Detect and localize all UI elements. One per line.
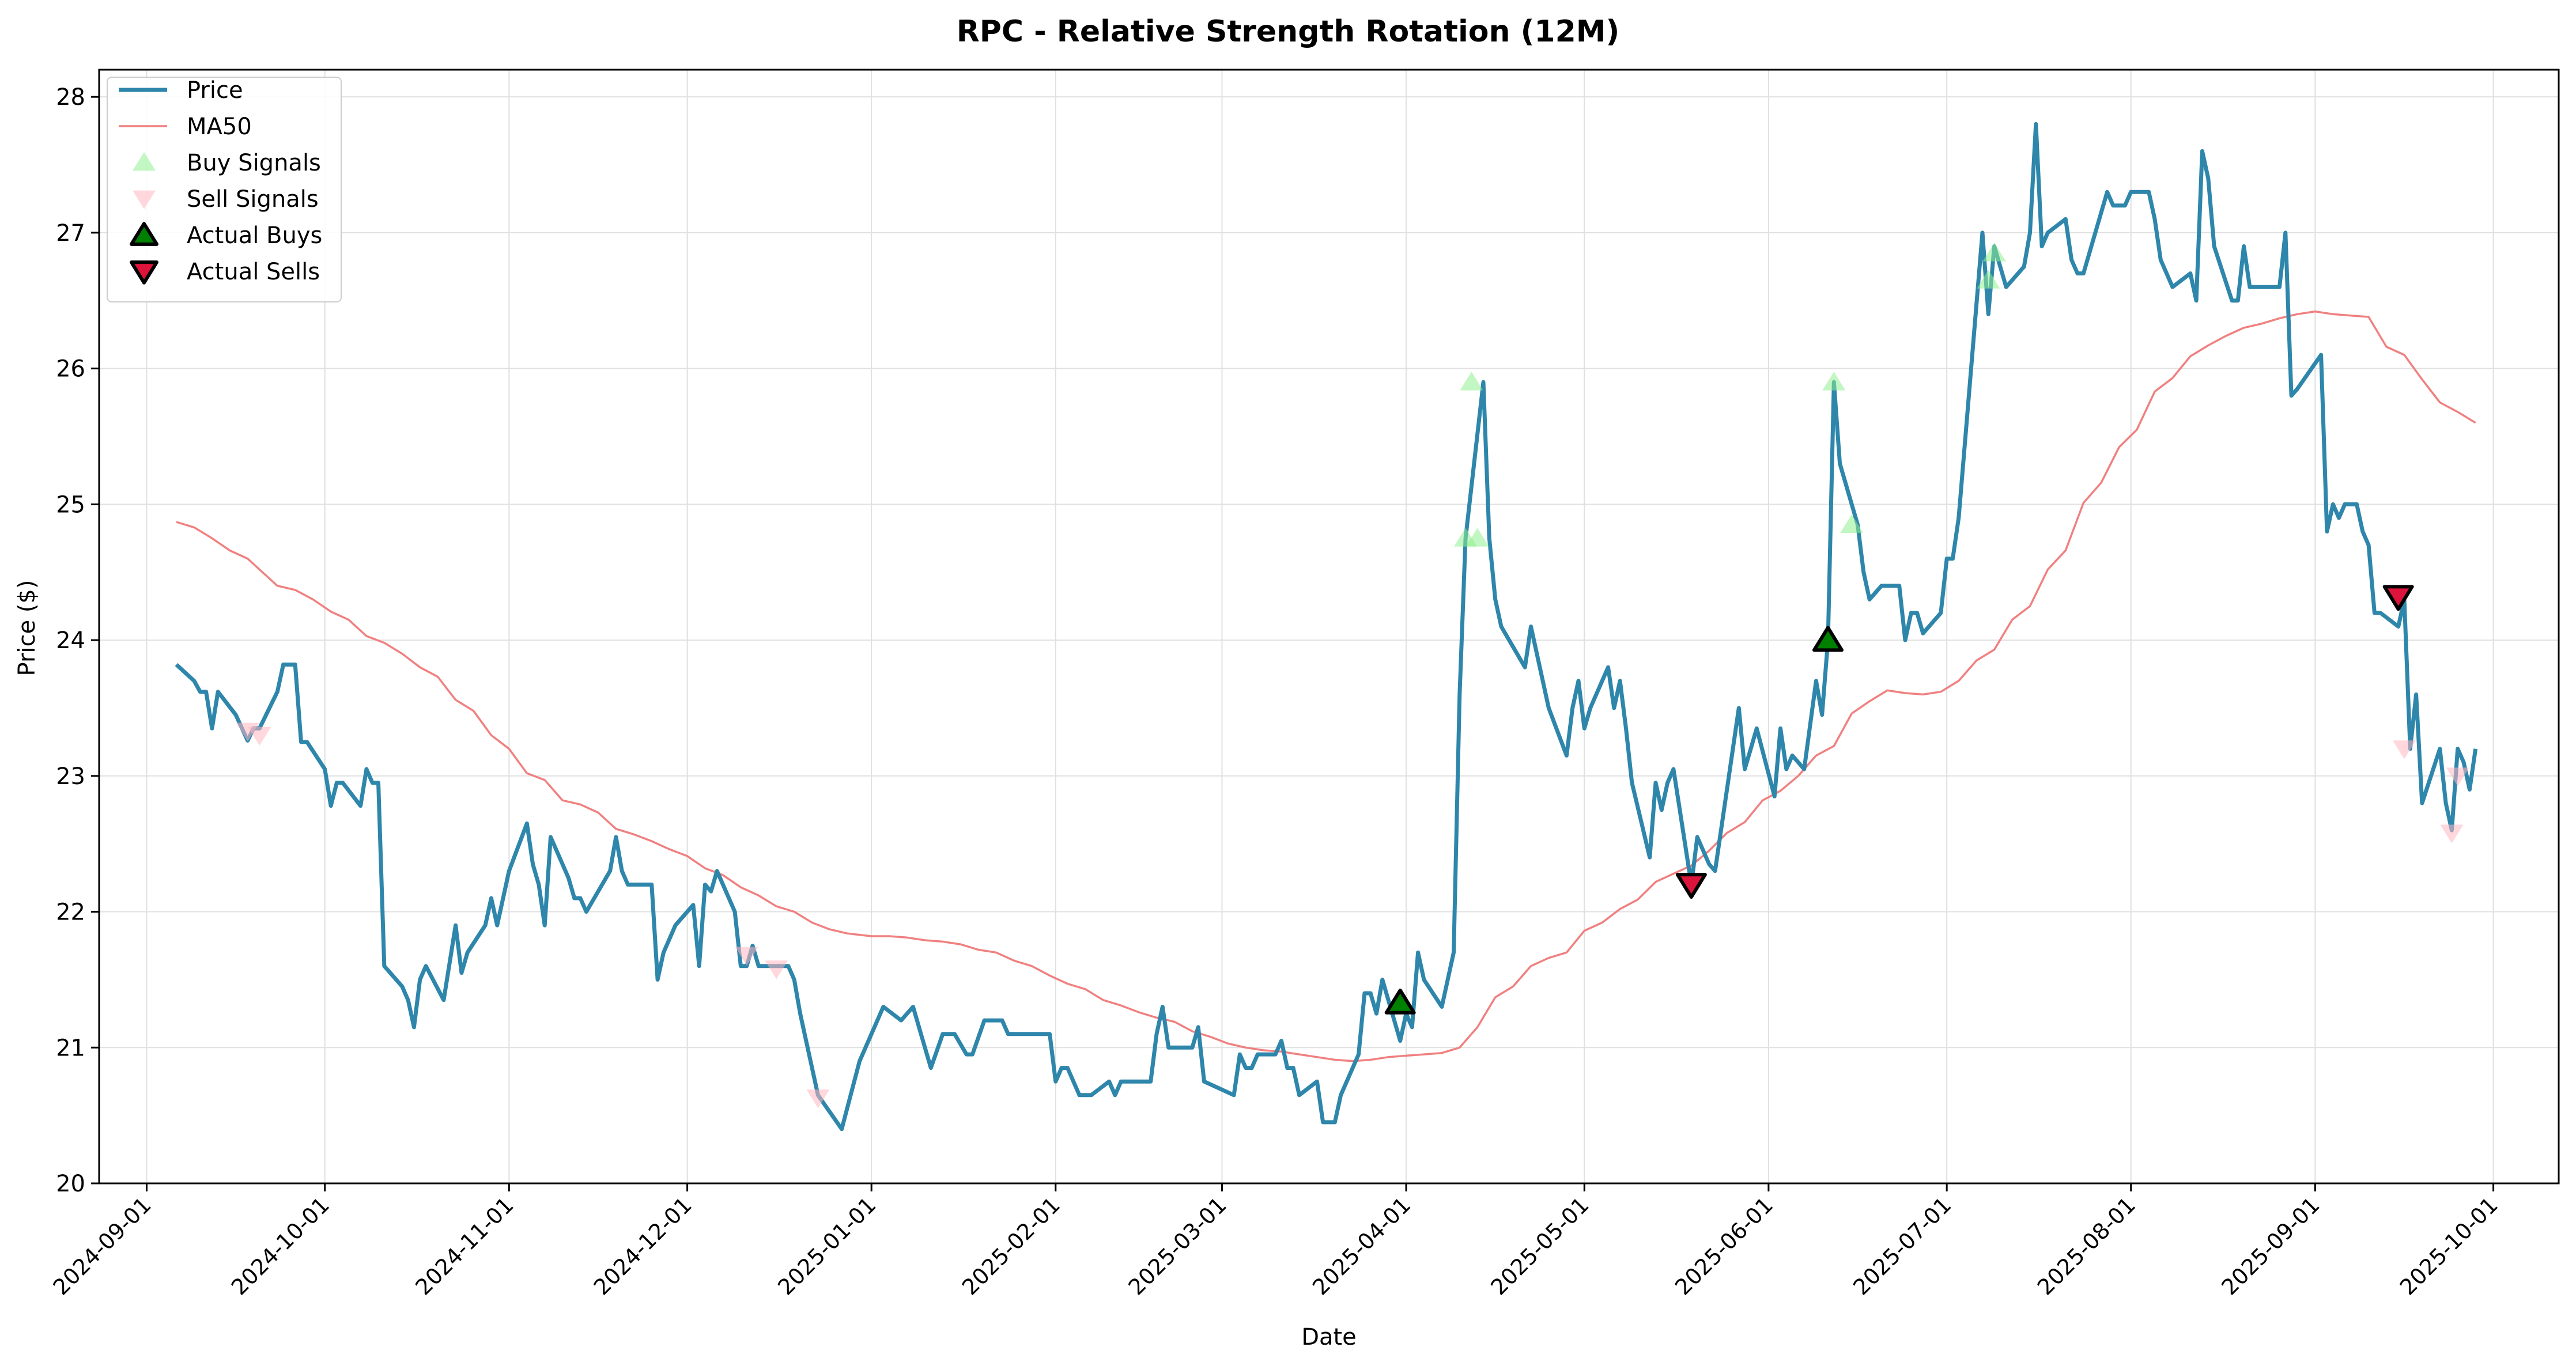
y-axis: 20 21 22 23 24 25 26 27 28 [56, 84, 99, 1197]
x-tick-label: 2025-09-01 [2216, 1192, 2324, 1300]
x-axis: 2024-09-01 2024-10-01 2024-11-01 2024-12-01… [48, 1183, 2503, 1300]
buy-signal-marker [1822, 372, 1846, 391]
legend-buy-signal-icon [133, 152, 156, 171]
legend-sell-signal-icon [133, 190, 156, 209]
y-tick-label: 27 [56, 220, 85, 247]
legend-label: MA50 [187, 113, 252, 140]
legend-label: Buy Signals [187, 150, 321, 176]
x-axis-label: Date [1301, 1324, 1357, 1350]
x-tick-label: 2024-10-01 [226, 1192, 334, 1300]
y-tick-label: 23 [56, 763, 85, 790]
sell-signal-marker [2392, 740, 2416, 759]
marker-layer [236, 243, 2469, 1108]
sell-signal-marker [2440, 824, 2464, 843]
sell-signal-marker [806, 1089, 830, 1108]
x-tick-label: 2025-04-01 [1308, 1192, 1415, 1300]
x-tick-label: 2025-06-01 [1670, 1192, 1778, 1300]
actual-buy-marker [1384, 988, 1416, 1015]
price-line [175, 122, 2478, 1132]
buy-signal-marker [1982, 243, 2006, 262]
legend-label: Actual Buys [187, 222, 322, 249]
x-tick-label: 2025-07-01 [1848, 1192, 1956, 1300]
legend-actual-buy-icon [130, 222, 158, 246]
sell-signal-marker [248, 726, 271, 746]
buy-signal-marker [1465, 528, 1489, 547]
buy-signal-marker [1840, 514, 1864, 533]
y-axis-label: Price ($) [14, 580, 40, 676]
x-tick-label: 2025-01-01 [773, 1192, 881, 1300]
legend-label: Actual Sells [187, 259, 320, 285]
y-tick-label: 28 [56, 84, 85, 111]
chart-title: RPC - Relative Strength Rotation (12M) [957, 14, 1620, 49]
plot-frame [98, 69, 2560, 1185]
buy-signal-marker [1460, 372, 1483, 391]
x-tick-label: 2024-11-01 [410, 1192, 518, 1300]
x-tick-label: 2025-08-01 [2033, 1192, 2140, 1300]
y-tick-label: 24 [56, 627, 85, 654]
legend: Price MA50 Buy Signals Sell Signals Actual B… [107, 77, 342, 302]
y-tick-label: 26 [56, 356, 85, 383]
y-tick-label: 21 [56, 1035, 85, 1061]
y-tick-label: 25 [56, 491, 85, 518]
x-tick-label: 2024-09-01 [48, 1192, 156, 1300]
sell-signal-marker [735, 947, 758, 966]
price-layer [175, 122, 2478, 1132]
x-tick-label: 2025-05-01 [1486, 1192, 1593, 1300]
actual-sell-marker [2382, 585, 2414, 611]
ma50-layer [176, 310, 2476, 1062]
x-tick-label: 2025-02-01 [957, 1192, 1065, 1300]
x-tick-label: 2025-10-01 [2395, 1192, 2503, 1300]
y-tick-label: 22 [56, 899, 85, 926]
x-tick-label: 2025-03-01 [1124, 1192, 1232, 1300]
x-tick-label: 2024-12-01 [589, 1192, 697, 1300]
buy-signal-marker [1977, 270, 2000, 289]
actual-sell-marker [1675, 873, 1707, 899]
legend-label: Price [187, 77, 243, 104]
y-tick-label: 20 [56, 1171, 85, 1197]
sell-signal-marker [2446, 767, 2469, 786]
legend-box [107, 77, 342, 302]
ma50-line [176, 310, 2476, 1062]
legend-actual-sell-icon [130, 260, 158, 285]
actual-buy-marker [1812, 626, 1844, 652]
grid [99, 70, 2559, 1184]
legend-label: Sell Signals [187, 186, 319, 213]
sell-signal-marker [765, 960, 788, 979]
